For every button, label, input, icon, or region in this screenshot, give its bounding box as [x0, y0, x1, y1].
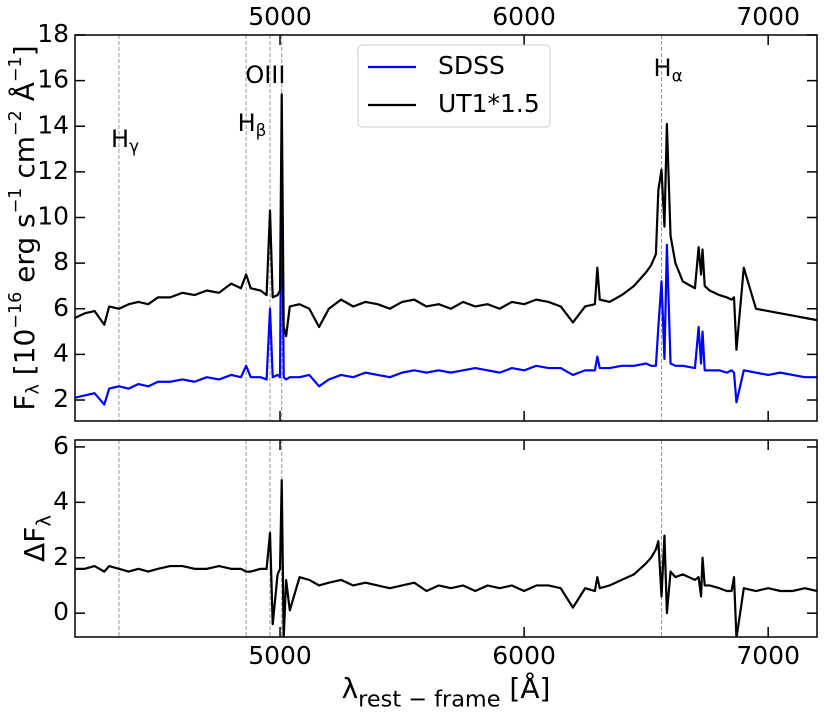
x-tick-label: 7000 — [736, 2, 800, 31]
axes-frame — [74, 439, 818, 638]
text-part: erg s — [8, 213, 41, 291]
series-line — [75, 93, 817, 351]
y-tick-label: 16 — [37, 65, 69, 94]
series-line — [75, 136, 817, 406]
annotation: OIII — [245, 61, 285, 89]
plot-area — [75, 479, 817, 637]
y-tick-label: 18 — [37, 19, 69, 48]
x-axis-label: λrest − frame [Å] — [342, 671, 551, 712]
text-part: Å — [7, 82, 41, 110]
text-part: H — [111, 125, 129, 153]
y-tick-label: 6 — [53, 431, 69, 460]
legend-label: UT1*1.5 — [438, 89, 540, 118]
text-part: β — [256, 120, 267, 140]
x-tick-label: 6000 — [492, 641, 556, 670]
text-part: λ — [32, 515, 55, 527]
series-line — [75, 479, 817, 637]
x-tick-label: 6000 — [492, 2, 556, 31]
text-part: ΔF — [18, 527, 51, 562]
y-tick-label: 12 — [37, 156, 69, 185]
y-tick-label: 14 — [37, 110, 69, 139]
text-part: [10 — [8, 329, 41, 384]
text-part: H — [238, 109, 256, 137]
text-part: rest − frame — [358, 686, 500, 712]
x-tick-label: 5000 — [248, 641, 312, 670]
legend-box — [357, 44, 551, 128]
text-part: −2 — [6, 110, 26, 136]
text-part: −16 — [6, 292, 26, 329]
y-tick-label: 6 — [53, 293, 69, 322]
text-part: λ — [24, 384, 44, 394]
y-axis-label: ΔFλ — [18, 515, 55, 562]
y-tick-label: 4 — [53, 338, 69, 367]
x-tick-label: 5000 — [248, 2, 312, 31]
y-axis-label: Fλ [10−16 erg s−1 cm−2 Å−1] — [6, 45, 44, 410]
axes-frame — [74, 34, 818, 422]
y-tick-label: 10 — [37, 202, 69, 231]
text-part: H — [654, 54, 672, 82]
annotation: Hα — [654, 54, 683, 85]
text-part: −1 — [6, 56, 26, 82]
y-tick-label: 8 — [53, 247, 69, 276]
x-tick-label: 7000 — [736, 641, 800, 670]
text-part: −1 — [6, 188, 26, 214]
text-part: F — [8, 395, 41, 411]
y-tick-label: 0 — [53, 597, 69, 626]
y-tick-label: 4 — [53, 486, 69, 515]
y-tick-label: 2 — [53, 542, 69, 571]
text-part: [Å] — [501, 671, 551, 705]
text-part: ] — [8, 45, 41, 56]
text-part: γ — [129, 136, 139, 156]
annotation: Hγ — [111, 125, 139, 156]
y-tick-label: 2 — [53, 384, 69, 413]
plot-area — [75, 93, 817, 406]
annotation: Hβ — [238, 109, 267, 140]
text-part: cm — [8, 136, 41, 188]
text-part: α — [672, 65, 683, 85]
legend-label: SDSS — [438, 51, 505, 80]
text-part: OIII — [245, 61, 285, 89]
text-part: λ — [342, 672, 359, 705]
